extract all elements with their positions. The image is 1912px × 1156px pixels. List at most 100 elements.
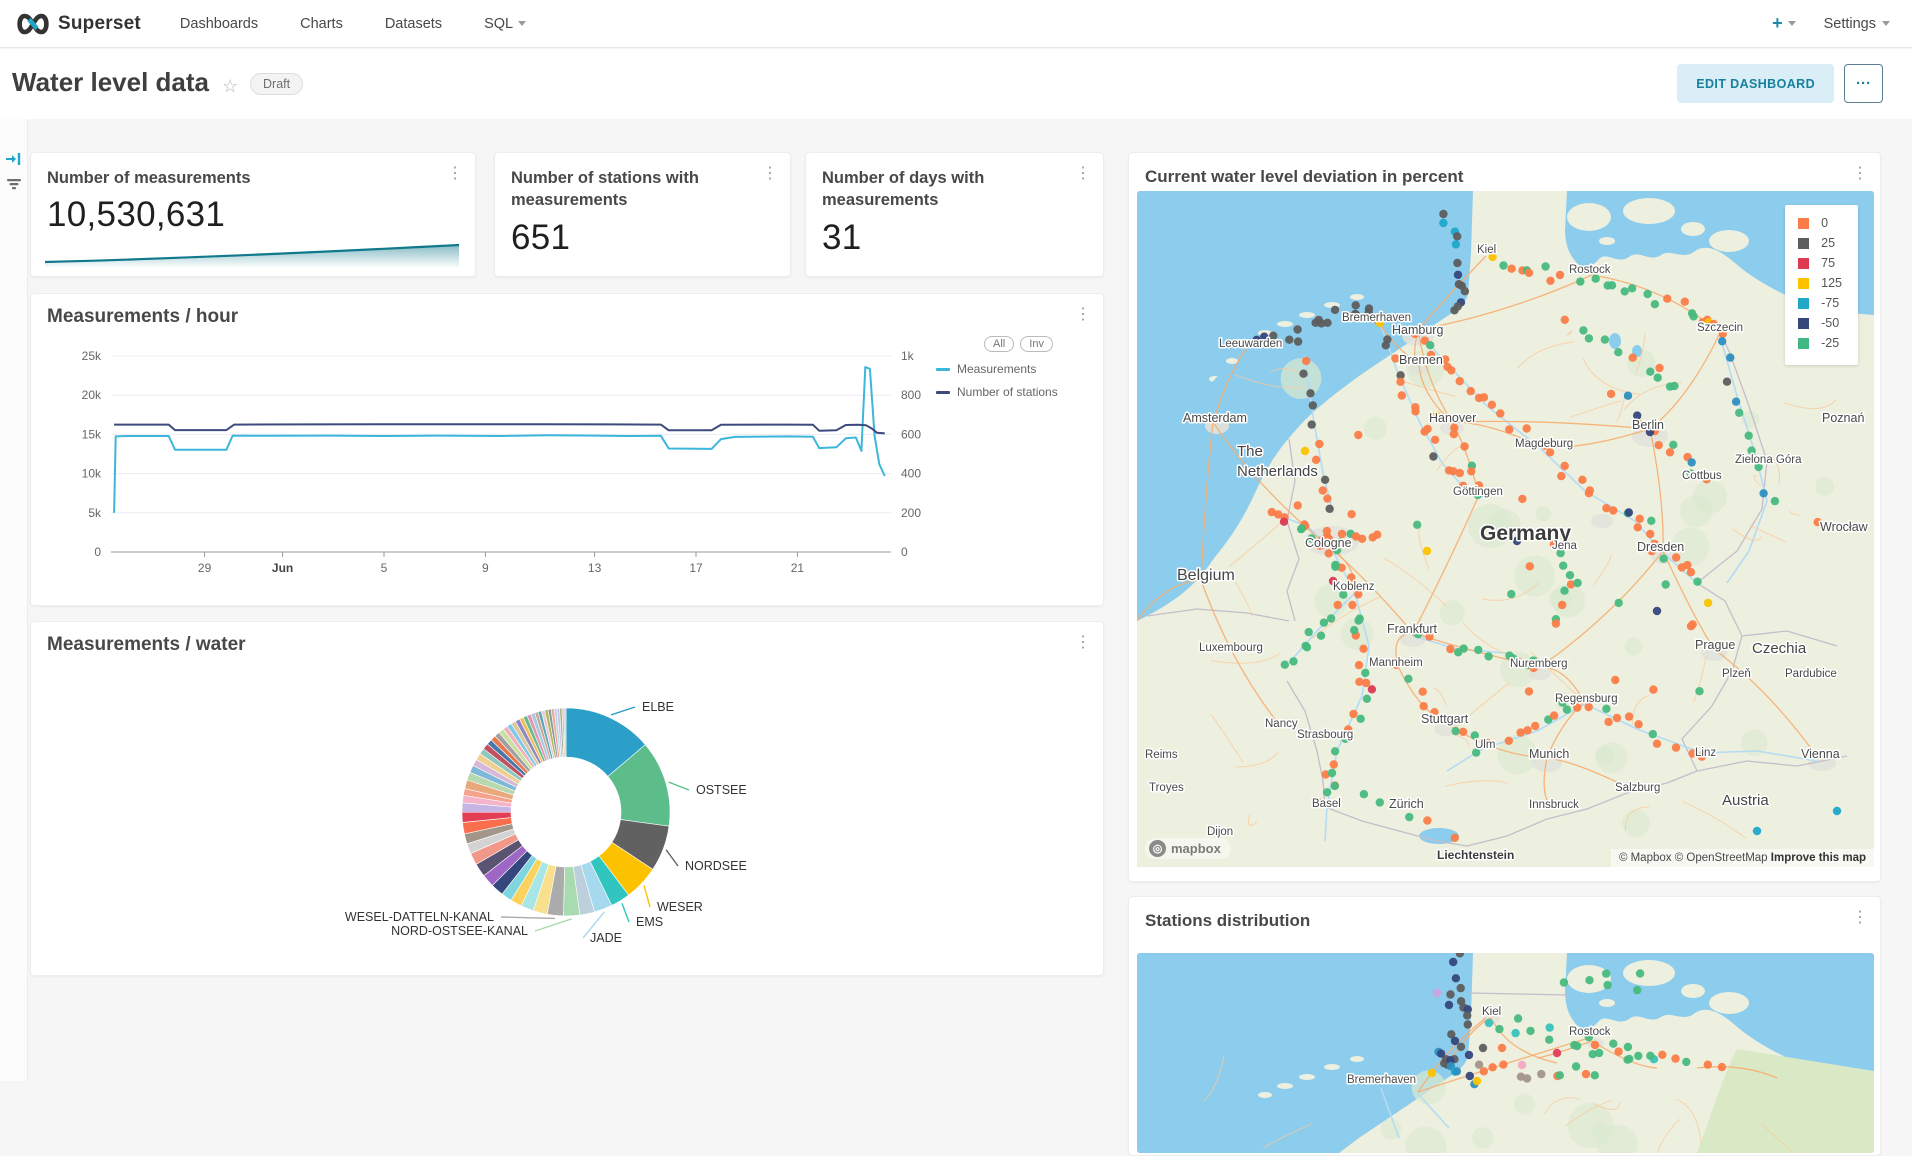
donut-slice-label: NORD-OSTSEE-KANAL — [391, 924, 528, 938]
superset-logo[interactable]: Superset — [0, 13, 159, 35]
nav-item-label: SQL — [484, 16, 513, 32]
legend-item[interactable]: Measurements — [936, 362, 1101, 376]
map-place-label: Mannheim — [1369, 657, 1423, 669]
legend-pill-inv[interactable]: Inv — [1020, 336, 1053, 352]
nav-item-sql[interactable]: SQL — [463, 16, 547, 32]
legend-swatch — [1798, 278, 1809, 289]
map-canvas: KielRostockBremerhaven — [1137, 953, 1874, 1153]
map-place-label: Reims — [1145, 749, 1178, 761]
map-place-label: Belgium — [1177, 567, 1235, 584]
mapbox-logo[interactable]: ◎ mapbox — [1145, 838, 1231, 859]
chart-legend: All Inv Measurements Number of stations — [936, 336, 1101, 408]
svg-text:5: 5 — [381, 561, 388, 575]
svg-text:0: 0 — [901, 545, 908, 559]
map-place-label: Cologne — [1305, 536, 1352, 550]
svg-text:17: 17 — [689, 561, 703, 575]
map-place-label: Vienna — [1801, 747, 1840, 761]
kpi-title: Number of days with measurements — [822, 167, 1087, 212]
nav-item-dashboards[interactable]: Dashboards — [159, 16, 279, 32]
map-place-label: Munich — [1529, 747, 1569, 761]
map-place-label: Hanover — [1429, 411, 1476, 425]
map-place-label: Berlin — [1632, 418, 1664, 432]
settings-menu[interactable]: Settings — [1824, 16, 1890, 32]
donut-slice-label: ELBE — [642, 700, 674, 714]
legend-pill-all[interactable]: All — [984, 336, 1014, 352]
dashboard-more-button[interactable]: ··· — [1844, 64, 1883, 103]
map-place-label: Prague — [1695, 638, 1735, 652]
map-place-label: Nuremberg — [1510, 658, 1568, 670]
map-place-label: Strasbourg — [1297, 729, 1353, 741]
donut-slice-label: JADE — [590, 931, 622, 945]
deviation-map-card: Current water level deviation in percent… — [1128, 152, 1881, 882]
map-place-label: Bremerhaven — [1347, 1074, 1416, 1086]
legend-swatch — [936, 391, 950, 394]
filter-icon[interactable] — [6, 177, 22, 198]
legend-label: -25 — [1821, 336, 1839, 350]
svg-text:20k: 20k — [82, 388, 102, 402]
legend-label: Measurements — [957, 362, 1036, 376]
map-viewport[interactable]: GermanyTheNetherlandsBelgiumCzechiaAustr… — [1137, 191, 1874, 867]
map-legend-item: -25 — [1798, 336, 1842, 350]
map-place-label: Pardubice — [1785, 668, 1837, 680]
chart-options-kebab-icon[interactable]: ⋮ — [1075, 163, 1091, 183]
map-place-label: Koblenz — [1333, 581, 1375, 593]
map-place-label: Kiel — [1477, 244, 1496, 256]
improve-map-link[interactable]: Improve this map — [1771, 852, 1866, 864]
draft-status-badge: Draft — [250, 73, 303, 95]
svg-text:15k: 15k — [82, 427, 102, 441]
dashboard-header: Water level data ☆ Draft EDIT DASHBOARD … — [0, 49, 1912, 119]
map-place-label: Leeuwarden — [1219, 338, 1282, 350]
nav-item-label: Charts — [300, 16, 343, 32]
new-item-button[interactable]: + — [1772, 13, 1796, 34]
chart-options-kebab-icon[interactable]: ⋮ — [1852, 163, 1868, 183]
map-place-label: Czechia — [1752, 640, 1807, 657]
map-place-label: Zürich — [1389, 797, 1424, 811]
map-place-label: Wrocław — [1820, 520, 1869, 534]
legend-label: -50 — [1821, 316, 1839, 330]
map-viewport[interactable]: KielRostockBremerhaven — [1137, 953, 1874, 1153]
map-place-label: Hamburg — [1392, 323, 1443, 337]
map-place-label: Netherlands — [1237, 463, 1318, 480]
map-legend-item: 25 — [1798, 236, 1842, 250]
expand-filters-icon[interactable] — [5, 151, 23, 172]
chart-title: Current water level deviation in percent — [1145, 167, 1463, 187]
legend-swatch — [1798, 238, 1809, 249]
nav-item-charts[interactable]: Charts — [279, 16, 364, 32]
chart-options-kebab-icon[interactable]: ⋮ — [762, 163, 778, 183]
map-place-label: Liechtenstein — [1437, 848, 1514, 862]
map-place-label: Salzburg — [1615, 782, 1660, 794]
filter-rail — [0, 119, 28, 1081]
legend-label: 75 — [1821, 256, 1835, 270]
map-place-label: Austria — [1722, 792, 1769, 809]
chart-options-kebab-icon[interactable]: ⋮ — [447, 163, 463, 183]
edit-dashboard-button[interactable]: EDIT DASHBOARD — [1677, 64, 1834, 103]
legend-swatch — [1798, 338, 1809, 349]
map-place-label: Kiel — [1482, 1006, 1501, 1018]
map-place-label: Troyes — [1149, 782, 1184, 794]
legend-label: 125 — [1821, 276, 1842, 290]
map-place-label: Magdeburg — [1515, 438, 1573, 450]
svg-text:Jun: Jun — [272, 561, 293, 575]
map-attribution: © Mapbox © OpenStreetMap Improve this ma… — [1611, 849, 1874, 867]
map-place-label: The — [1237, 443, 1263, 460]
svg-text:25k: 25k — [82, 349, 102, 363]
svg-text:21: 21 — [791, 561, 805, 575]
kpi-card-days: Number of days with measurements31⋮ — [805, 152, 1104, 277]
map-legend: 02575125-75-50-25 — [1785, 205, 1858, 365]
favorite-star-icon[interactable]: ☆ — [222, 76, 238, 97]
svg-text:13: 13 — [588, 561, 602, 575]
chart-options-kebab-icon[interactable]: ⋮ — [1852, 907, 1868, 927]
map-legend-item: 125 — [1798, 276, 1842, 290]
legend-item[interactable]: Number of stations — [936, 385, 1101, 399]
map-place-label: Dijon — [1207, 826, 1233, 838]
chevron-down-icon — [1882, 21, 1890, 26]
map-place-label: Frankfurt — [1387, 622, 1438, 636]
nav-item-datasets[interactable]: Datasets — [364, 16, 463, 32]
svg-text:0: 0 — [94, 545, 101, 559]
map-legend-item: -50 — [1798, 316, 1842, 330]
chevron-down-icon — [518, 21, 526, 26]
chevron-down-icon — [1788, 21, 1796, 26]
svg-text:600: 600 — [901, 427, 921, 441]
map-place-label: Cottbus — [1682, 470, 1722, 482]
kpi-value: 651 — [511, 218, 774, 258]
